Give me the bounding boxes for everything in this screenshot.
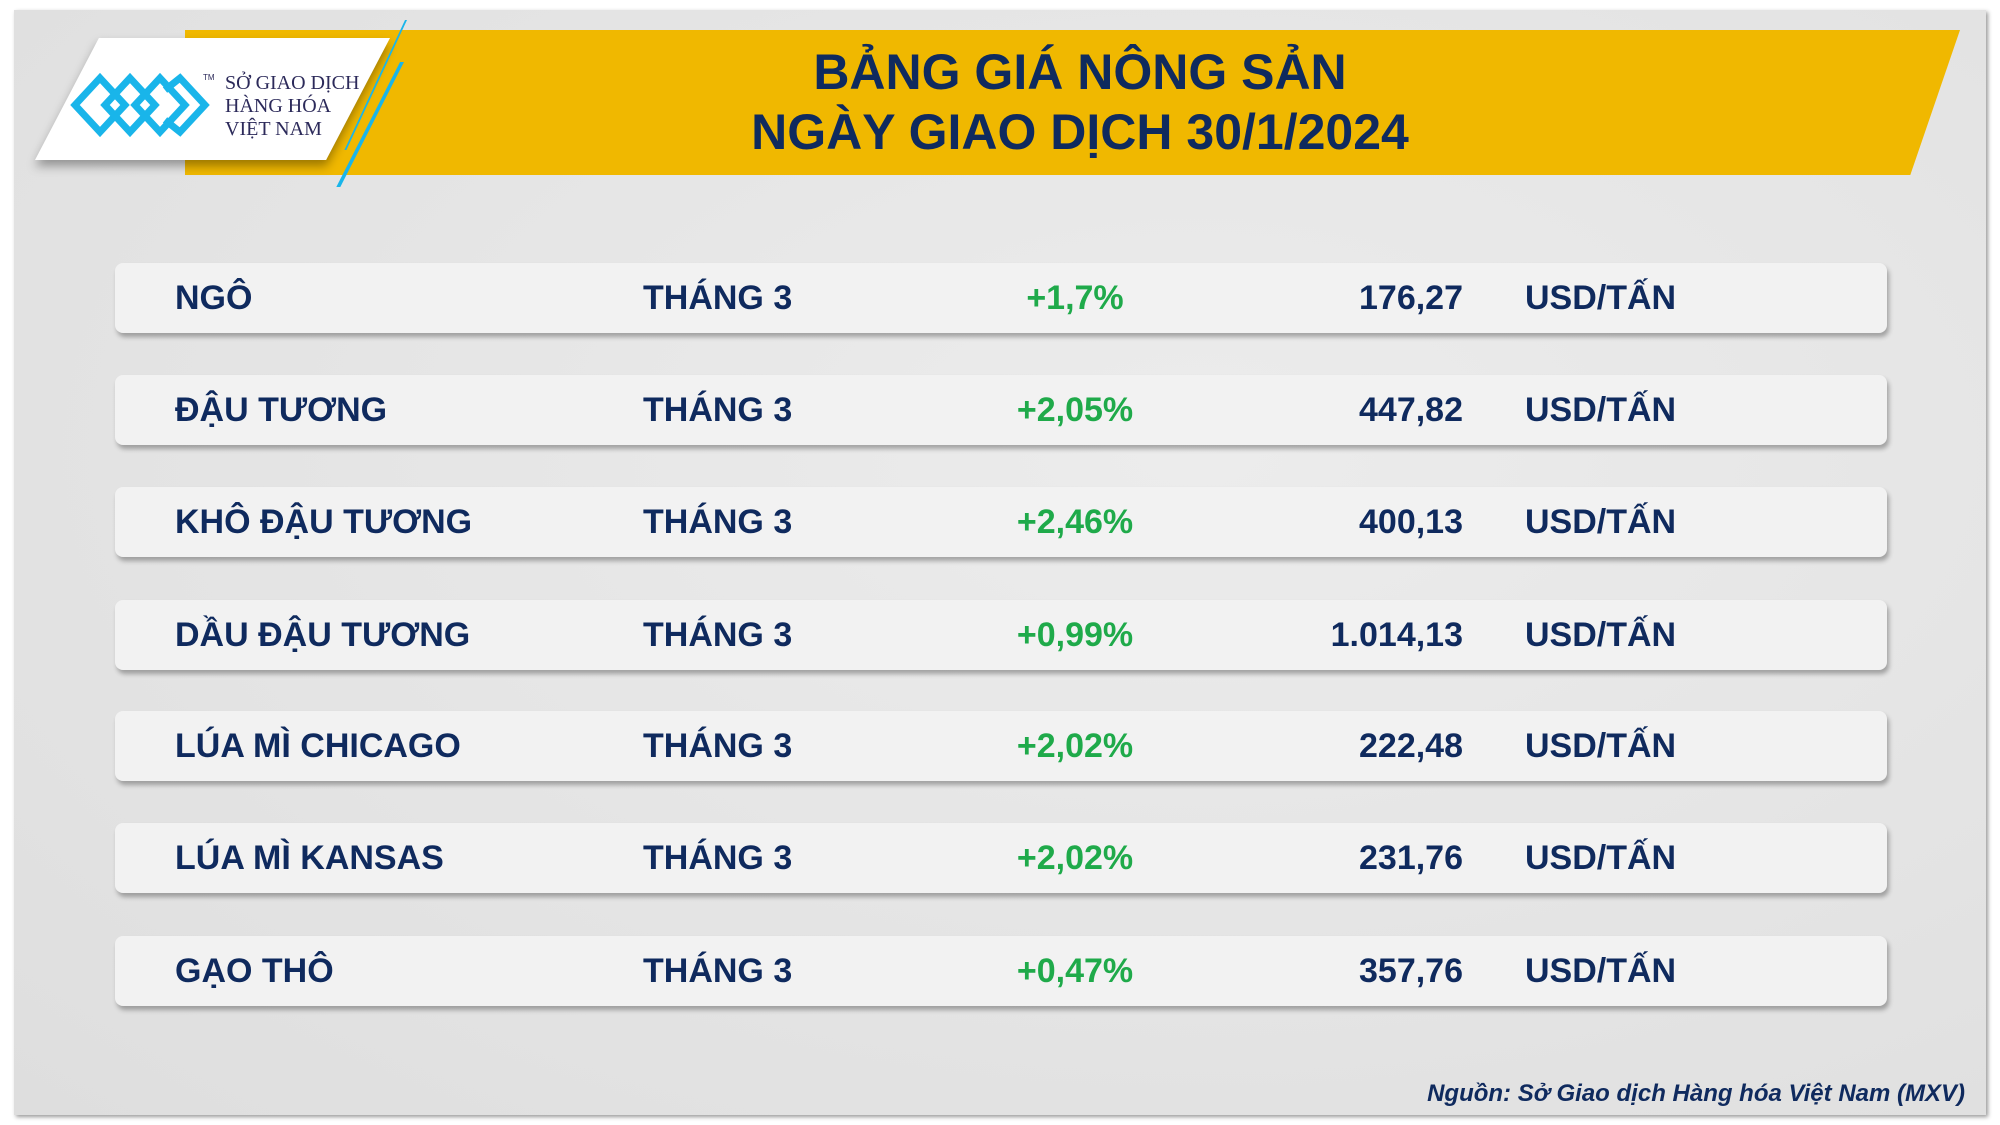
table-row: LÚA MÌ CHICAGO THÁNG 3 +2,02% 222,48 USD/TẤN	[115, 711, 1887, 781]
contract-month: THÁNG 3	[643, 616, 793, 654]
price-unit: USD/TẤN	[1525, 503, 1677, 541]
contract-month: THÁNG 3	[643, 839, 793, 877]
commodity-name: GẠO THÔ	[175, 952, 334, 990]
contract-month: THÁNG 3	[643, 727, 793, 765]
table-row: KHÔ ĐẬU TƯƠNG THÁNG 3 +2,46% 400,13 USD/TẤN	[115, 487, 1887, 557]
contract-month: THÁNG 3	[643, 279, 793, 317]
price-change: +1,7%	[1026, 279, 1124, 317]
logo-line: VIỆT NAM	[225, 118, 322, 140]
table-row: ĐẬU TƯƠNG THÁNG 3 +2,05% 447,82 USD/TẤN	[115, 375, 1887, 445]
commodity-name: ĐẬU TƯƠNG	[175, 391, 388, 429]
price-unit: USD/TẤN	[1525, 952, 1677, 990]
contract-month: THÁNG 3	[643, 503, 793, 541]
price-value: 357,76	[1359, 952, 1463, 990]
contract-month: THÁNG 3	[643, 391, 793, 429]
commodity-name: DẦU ĐẬU TƯƠNG	[175, 616, 471, 654]
price-unit: USD/TẤN	[1525, 391, 1677, 429]
commodity-name: NGÔ	[175, 279, 253, 317]
price-unit: USD/TẤN	[1525, 616, 1677, 654]
price-change: +0,99%	[1016, 616, 1134, 654]
logo	[35, 38, 390, 160]
page-title: BẢNG GIÁ NÔNG SẢN	[813, 44, 1347, 100]
price-value: 231,76	[1359, 839, 1463, 877]
logo-line: SỞ GIAO DỊCH	[225, 72, 360, 94]
contract-month: THÁNG 3	[643, 952, 793, 990]
background-panel	[14, 10, 1986, 1115]
logo-line: HÀNG HÓA	[225, 95, 332, 117]
price-change: +2,02%	[1016, 727, 1134, 765]
page-subtitle: NGÀY GIAO DỊCH 30/1/2024	[751, 104, 1409, 160]
table-row: GẠO THÔ THÁNG 3 +0,47% 357,76 USD/TẤN	[115, 936, 1887, 1006]
price-value: 447,82	[1359, 391, 1463, 429]
source-note: Nguồn: Sở Giao dịch Hàng hóa Việt Nam (M…	[1427, 1080, 1965, 1107]
commodity-name: LÚA MÌ KANSAS	[175, 839, 444, 877]
price-unit: USD/TẤN	[1525, 279, 1677, 317]
price-unit: USD/TẤN	[1525, 727, 1677, 765]
table-row: NGÔ THÁNG 3 +1,7% 176,27 USD/TẤN	[115, 263, 1887, 333]
price-change: +0,47%	[1016, 952, 1134, 990]
price-change: +2,46%	[1016, 503, 1134, 541]
commodity-name: KHÔ ĐẬU TƯƠNG	[175, 503, 473, 541]
mxv-logo-icon	[70, 72, 210, 138]
header-banner	[185, 30, 1960, 175]
commodity-name: LÚA MÌ CHICAGO	[175, 727, 461, 765]
price-value: 176,27	[1359, 279, 1463, 317]
price-value: 400,13	[1359, 503, 1463, 541]
price-unit: USD/TẤN	[1525, 839, 1677, 877]
trademark: TM	[203, 73, 215, 82]
price-change: +2,05%	[1016, 391, 1134, 429]
price-change: +2,02%	[1016, 839, 1134, 877]
logo-text: SỞ GIAO DỊCH HÀNG HÓA VIỆT NAM	[225, 72, 359, 141]
price-value: 222,48	[1359, 727, 1463, 765]
table-row: LÚA MÌ KANSAS THÁNG 3 +2,02% 231,76 USD/TẤN	[115, 823, 1887, 893]
table-row: DẦU ĐẬU TƯƠNG THÁNG 3 +0,99% 1.014,13 USD/TẤ…	[115, 600, 1887, 670]
price-value: 1.014,13	[1330, 616, 1463, 654]
